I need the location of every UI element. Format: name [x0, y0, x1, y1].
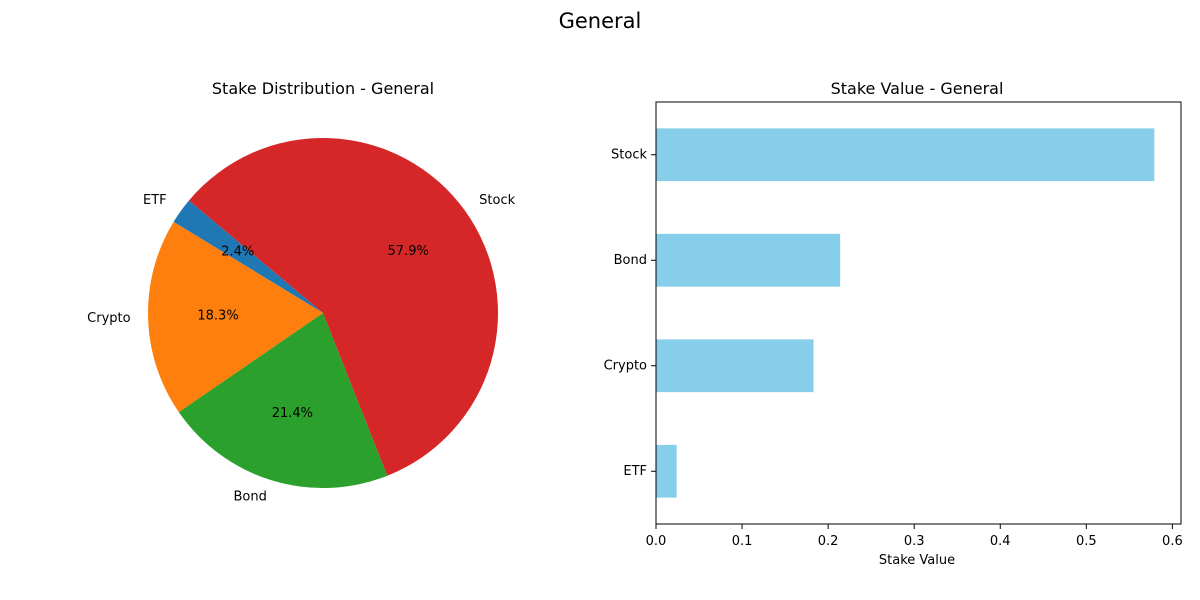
pie-slice-bond	[178, 313, 388, 488]
bar-crypto	[656, 339, 814, 393]
pie-labels: ETF 2.4% Crypto 18.3% Bond 21.4% Stock 57.9%	[87, 193, 515, 505]
pie-percent-label-crypto: 18.3%	[197, 308, 238, 323]
pie-slice-stock	[188, 138, 499, 476]
x-tick-label: 0.2	[818, 534, 839, 549]
pie-percent-label-etf: 2.4%	[221, 244, 254, 259]
bar-title: Stake Value - General	[831, 79, 1004, 98]
pie-slices	[148, 138, 499, 488]
pie-category-label-crypto: Crypto	[87, 311, 130, 326]
pie-chart: Stake Distribution - General ETF 2.4% Cryp…	[87, 79, 515, 505]
pie-category-label-bond: Bond	[233, 490, 266, 505]
pie-percent-label-bond: 21.4%	[272, 406, 313, 421]
pie-percent-label-stock: 57.9%	[388, 244, 429, 259]
x-tick-label: 0.5	[1076, 534, 1097, 549]
x-tick-label: 0.1	[732, 534, 753, 549]
figure-suptitle: General	[559, 9, 642, 33]
y-tick-label-etf: ETF	[623, 464, 647, 479]
bar-axes: ETF Crypto Bond Stock 0.0 0.1 0.2 0.3 0.4 0.5 0.6	[604, 101, 1183, 549]
pie-category-label-stock: Stock	[479, 193, 515, 208]
x-tick-label: 0.0	[646, 534, 667, 549]
y-tick-label-crypto: Crypto	[604, 358, 647, 373]
x-tick-label: 0.6	[1162, 534, 1183, 549]
bar-bond	[656, 233, 841, 287]
bar-x-axis-label: Stake Value	[879, 553, 955, 568]
pie-category-label-etf: ETF	[143, 193, 167, 208]
x-tick-label: 0.3	[904, 534, 925, 549]
pie-slice-crypto	[148, 221, 323, 413]
x-tick-label: 0.4	[990, 534, 1011, 549]
bar-chart: Stake Value - General ETF Crypto Bond Stock…	[604, 79, 1183, 568]
bar-plot-frame	[655, 101, 1182, 525]
pie-title: Stake Distribution - General	[212, 79, 434, 98]
y-tick-label-bond: Bond	[614, 253, 647, 268]
bar-stock	[656, 128, 1155, 182]
y-tick-label-stock: Stock	[611, 147, 647, 162]
bar-bars	[656, 128, 1155, 498]
bar-etf	[656, 444, 677, 498]
pie-slice-etf	[173, 200, 323, 313]
